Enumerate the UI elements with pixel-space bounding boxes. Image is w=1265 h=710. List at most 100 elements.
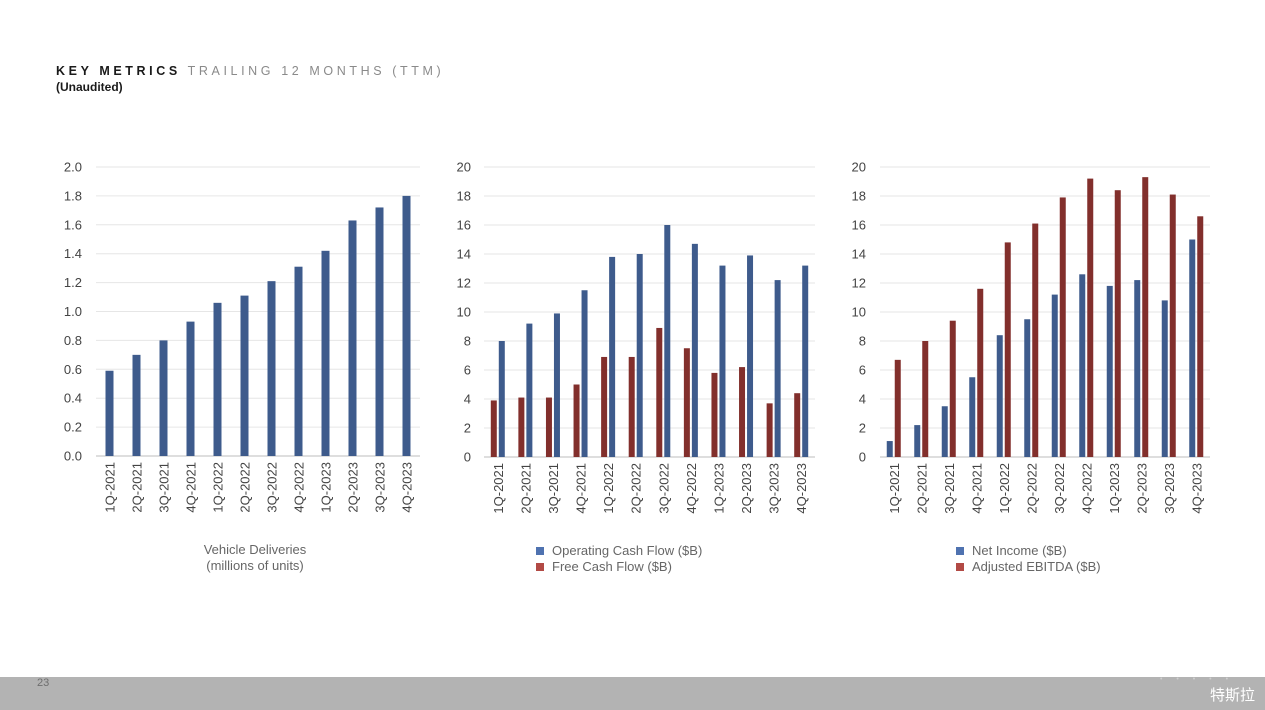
- x-tick-label: 2Q-2023: [1134, 463, 1149, 514]
- chart-caption-deliveries: Vehicle Deliveries (millions of units): [150, 542, 360, 574]
- x-tick-label: 3Q-2021: [546, 463, 561, 514]
- x-tick-label: 3Q-2023: [1162, 463, 1177, 514]
- bar: [1051, 294, 1058, 457]
- y-tick-label: 18: [852, 189, 866, 204]
- bar: [941, 406, 948, 457]
- y-tick-label: 0.2: [64, 420, 82, 435]
- legend-swatch-blue: [536, 547, 544, 555]
- y-tick-label: 0: [464, 450, 471, 465]
- x-tick-label: 1Q-2021: [103, 462, 118, 513]
- chart-2: 0 2 4 6 8 10 12 14 16 18 20 1Q-2021 2Q-2021 3Q-2021 4Q…: [852, 160, 1210, 514]
- bar: [609, 256, 616, 457]
- x-tick-label: 2Q-2023: [346, 462, 361, 513]
- bar: [794, 393, 801, 457]
- bar: [636, 254, 643, 457]
- bar: [747, 255, 754, 457]
- bar: [1004, 242, 1011, 457]
- bar: [1059, 197, 1066, 457]
- bar: [1024, 319, 1031, 457]
- bar: [886, 441, 893, 457]
- y-tick-label: 2: [859, 421, 866, 436]
- bar: [1032, 223, 1039, 457]
- bar: [105, 370, 114, 456]
- bar: [490, 400, 497, 457]
- bar: [526, 323, 533, 457]
- bar: [601, 356, 608, 457]
- bar: [518, 397, 525, 457]
- bar: [1079, 274, 1086, 457]
- y-tick-label: 0.6: [64, 362, 82, 377]
- y-tick-label: 16: [457, 218, 471, 233]
- legend-label: Operating Cash Flow ($B): [552, 543, 703, 558]
- bar: [711, 372, 718, 457]
- bar: [949, 320, 956, 457]
- x-tick-label: 4Q-2022: [684, 463, 699, 514]
- x-tick-label: 1Q-2023: [319, 462, 334, 513]
- page-title-light: TRAILING 12 MONTHS (TTM): [187, 64, 445, 78]
- brand-mark-dots: • • • • •: [1160, 676, 1235, 683]
- x-tick-label: 2Q-2022: [629, 463, 644, 514]
- bar: [719, 265, 726, 457]
- y-tick-label: 0.8: [64, 333, 82, 348]
- bar: [321, 250, 330, 456]
- x-tick-label: 2Q-2021: [914, 463, 929, 514]
- x-tick-label: 2Q-2022: [238, 462, 253, 513]
- bar: [545, 397, 552, 457]
- bar: [1161, 300, 1168, 457]
- bar: [802, 265, 809, 457]
- bar: [159, 340, 168, 456]
- bar: [186, 321, 195, 456]
- bar: [213, 302, 222, 456]
- x-tick-label: 4Q-2023: [794, 463, 809, 514]
- y-tick-label: 0: [859, 450, 866, 465]
- bar: [498, 341, 505, 457]
- bar: [132, 354, 141, 456]
- x-tick-label: 3Q-2022: [656, 463, 671, 514]
- bar: [1197, 216, 1204, 457]
- bar: [267, 281, 276, 456]
- legend-swatch-red: [956, 563, 964, 571]
- legend-swatch-blue: [956, 547, 964, 555]
- x-tick-label: 2Q-2023: [739, 463, 754, 514]
- bar: [739, 367, 746, 457]
- y-tick-label: 1.2: [64, 275, 82, 290]
- legend-item-operating-cash-flow: Operating Cash Flow ($B): [536, 543, 702, 559]
- y-tick-label: 8: [464, 334, 471, 349]
- bar: [969, 377, 976, 457]
- brand-text: 特斯拉: [1209, 686, 1255, 704]
- bar: [1142, 177, 1149, 457]
- bar: [691, 243, 698, 457]
- bar: [1114, 190, 1121, 457]
- legend-label: Free Cash Flow ($B): [552, 559, 672, 574]
- y-tick-label: 2: [464, 421, 471, 436]
- y-tick-label: 18: [457, 189, 471, 204]
- x-tick-label: 3Q-2022: [265, 462, 280, 513]
- chart-1: 0 2 4 6 8 10 12 14 16 18 20 1Q-2021 2Q-2021 3Q-2021 4Q…: [457, 160, 815, 514]
- x-tick-label: 1Q-2023: [711, 463, 726, 514]
- x-tick-label: 1Q-2023: [1107, 463, 1122, 514]
- chart-vehicle-deliveries: 0.0 0.2 0.4 0.6 0.8 1.0 1.2 1.4 1.6 1.8 2.0 1Q-2021…: [64, 160, 1210, 514]
- bar: [1106, 285, 1113, 457]
- page-number: 23: [37, 677, 50, 689]
- bar: [1169, 194, 1176, 458]
- footer-bar: [0, 677, 1265, 710]
- x-tick-label: 1Q-2022: [601, 463, 616, 514]
- x-tick-label: 4Q-2022: [292, 462, 307, 513]
- x-tick-label: 1Q-2021: [491, 463, 506, 514]
- y-tick-label: 0.0: [64, 449, 82, 464]
- legend-label: Adjusted EBITDA ($B): [972, 559, 1101, 574]
- y-tick-label: 2.0: [64, 160, 82, 175]
- bar: [1189, 239, 1196, 457]
- x-tick-label: 3Q-2021: [942, 463, 957, 514]
- bar: [1087, 178, 1094, 457]
- bar: [348, 220, 357, 456]
- x-tick-label: 1Q-2021: [887, 463, 902, 514]
- y-tick-label: 12: [457, 276, 471, 291]
- bar: [402, 195, 411, 456]
- x-tick-label: 4Q-2022: [1079, 463, 1094, 514]
- y-tick-label: 20: [457, 160, 471, 175]
- bar: [664, 225, 671, 457]
- bar: [1134, 280, 1141, 457]
- bar: [375, 207, 384, 456]
- caption-line-1: Vehicle Deliveries: [203, 542, 307, 557]
